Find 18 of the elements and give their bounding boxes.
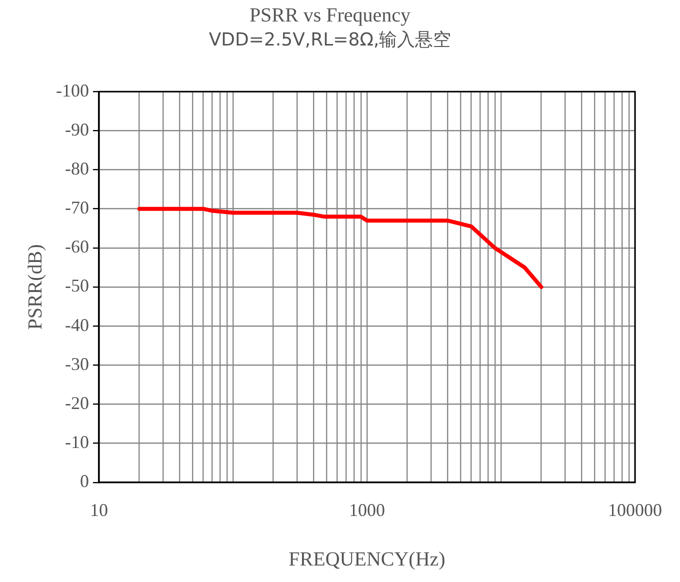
x-tick-label: 100000 — [608, 500, 662, 520]
x-axis-title: FREQUENCY(Hz) — [288, 548, 446, 570]
y-tick-label: -90 — [64, 119, 89, 140]
x-tick-label: 1000 — [348, 500, 385, 520]
y-tick-label: 0 — [80, 471, 89, 492]
y-tick-label: -70 — [64, 198, 89, 218]
y-tick-label: -40 — [64, 314, 89, 335]
y-tick-label: -80 — [64, 158, 89, 178]
y-tick-label: -60 — [64, 236, 89, 257]
chart-title: PSRR vs Frequency — [249, 4, 411, 26]
y-tick-label: -10 — [64, 432, 89, 452]
y-tick-label: -20 — [64, 392, 89, 413]
y-axis-title: PSRR(dB) — [24, 244, 46, 330]
chart-subtitle: VDD=2.5V,RL=8Ω,输入悬空 — [208, 29, 452, 50]
y-tick-label: -30 — [64, 354, 89, 374]
x-tick-label: 10 — [90, 500, 108, 520]
y-tick-label: -50 — [64, 276, 89, 296]
y-tick-label: -100 — [56, 80, 89, 100]
